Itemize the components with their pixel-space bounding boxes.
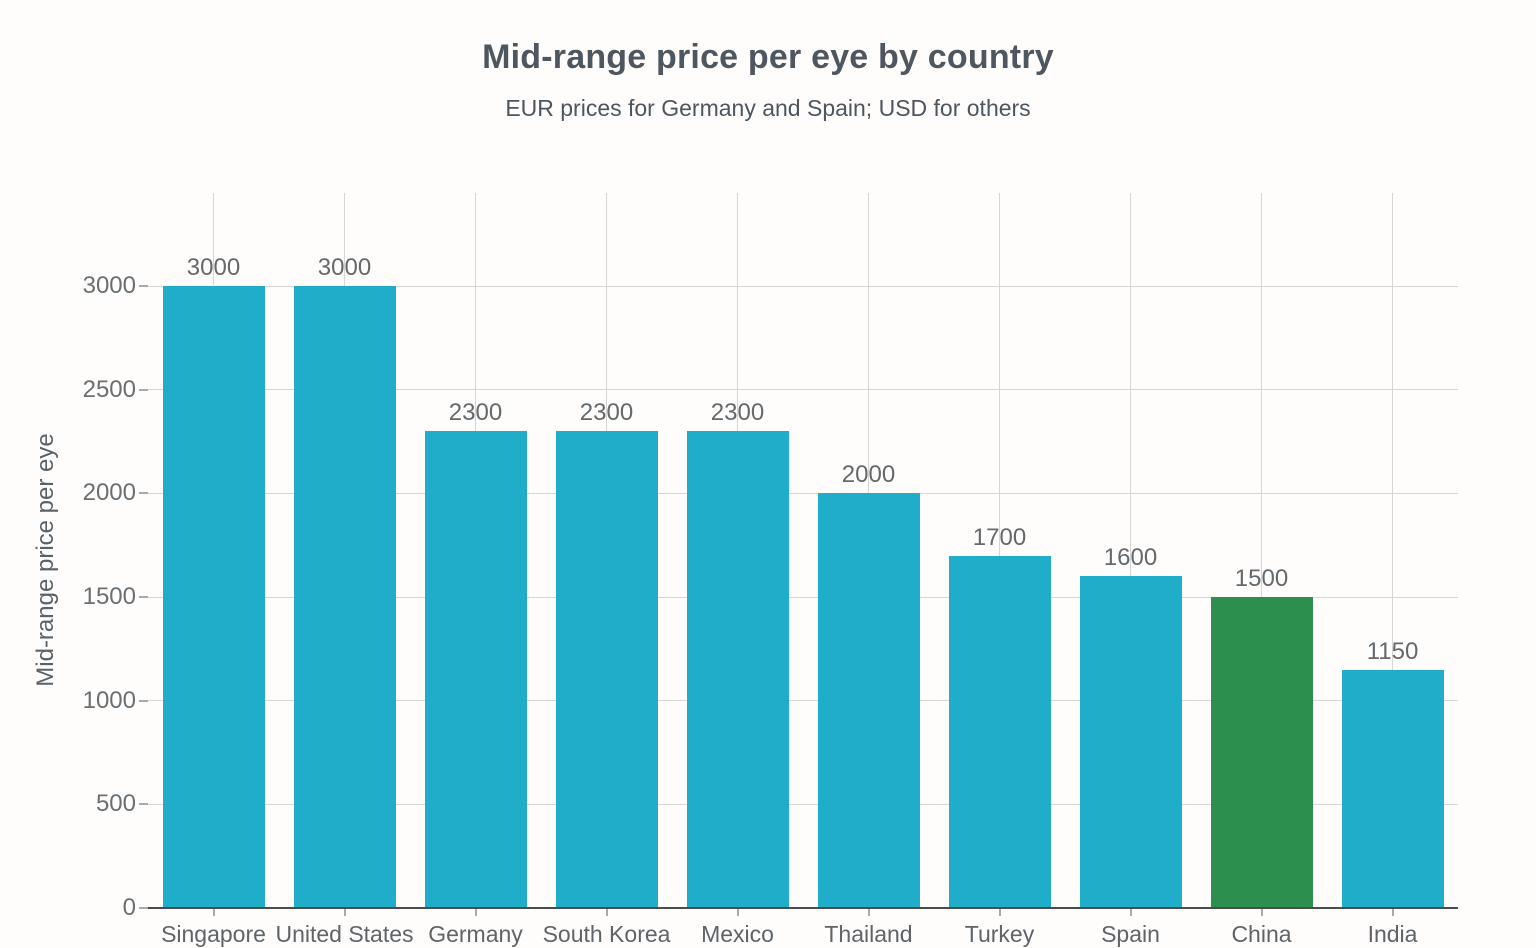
chart-subtitle: EUR prices for Germany and Spain; USD fo… bbox=[505, 95, 1031, 121]
horizontal-gridline bbox=[148, 596, 1458, 598]
x-axis-tick-label: China bbox=[1231, 921, 1292, 947]
x-axis-tick-label: Singapore bbox=[161, 921, 266, 947]
y-axis-tick-label: 2000 bbox=[82, 479, 136, 507]
y-axis-title: Mid-range price per eye bbox=[32, 433, 59, 687]
x-axis-tick-label: Thailand bbox=[824, 921, 913, 947]
vertical-gridline bbox=[1261, 193, 1262, 908]
x-axis-tick-mark bbox=[343, 908, 346, 916]
y-axis-tick-mark bbox=[139, 907, 148, 909]
bar-south-korea bbox=[555, 431, 658, 908]
bar-thailand bbox=[817, 493, 920, 908]
bar-spain bbox=[1079, 576, 1182, 908]
bar-germany bbox=[424, 431, 527, 908]
vertical-gridline bbox=[1130, 193, 1131, 908]
x-axis-tick-label: Mexico bbox=[701, 921, 774, 947]
vertical-gridline bbox=[1392, 193, 1393, 908]
x-axis-tick-label: Spain bbox=[1101, 921, 1160, 947]
bar-value-label: 1150 bbox=[1366, 637, 1419, 665]
y-axis-tick-label: 3000 bbox=[82, 272, 136, 299]
bar-value-label: 1600 bbox=[1103, 544, 1158, 572]
x-axis-tick-label: Germany bbox=[428, 921, 523, 947]
vertical-gridline bbox=[999, 193, 1000, 908]
y-axis-tick-mark bbox=[139, 699, 148, 702]
y-axis-tick-label: 1500 bbox=[82, 583, 136, 610]
x-axis-tick-mark bbox=[736, 908, 739, 916]
x-axis-tick-label: India bbox=[1367, 921, 1418, 947]
chart-title: Mid-range price per eye by country bbox=[482, 38, 1054, 76]
x-axis-tick-mark bbox=[998, 908, 1001, 916]
bar-india bbox=[1341, 669, 1444, 908]
bar-value-label: 3000 bbox=[186, 254, 241, 281]
bar-value-label: 1700 bbox=[972, 523, 1027, 551]
horizontal-gridline bbox=[148, 492, 1458, 494]
bar-singapore bbox=[162, 286, 265, 908]
y-axis-tick-mark bbox=[139, 596, 148, 598]
x-axis-tick-label: United States bbox=[275, 921, 414, 947]
x-axis-tick-label: South Korea bbox=[542, 921, 671, 947]
x-axis-tick-mark bbox=[212, 908, 215, 916]
y-axis-tick-label: 0 bbox=[122, 894, 136, 921]
y-axis-tick-mark bbox=[139, 388, 148, 391]
x-axis-line bbox=[148, 907, 1458, 909]
bar-value-label: 1500 bbox=[1234, 565, 1289, 592]
y-axis-tick-label: 500 bbox=[95, 790, 136, 818]
horizontal-gridline bbox=[148, 803, 1458, 805]
x-axis-tick-mark bbox=[605, 908, 608, 916]
x-axis-tick-mark bbox=[1129, 908, 1132, 916]
y-axis-tick-label: 2500 bbox=[82, 375, 136, 403]
x-axis-tick-label: Turkey bbox=[964, 921, 1035, 947]
horizontal-gridline bbox=[148, 700, 1458, 702]
y-axis-tick-mark bbox=[139, 492, 148, 495]
bar-value-label: 2300 bbox=[448, 399, 503, 427]
bar-united-states bbox=[293, 286, 396, 908]
bar-china bbox=[1210, 597, 1313, 908]
bar-value-label: 2000 bbox=[841, 461, 896, 489]
bar-value-label: 2300 bbox=[710, 399, 765, 427]
bar-turkey bbox=[948, 555, 1051, 908]
bar-value-label: 2300 bbox=[579, 399, 634, 427]
x-axis-tick-mark bbox=[474, 908, 477, 916]
bar-value-label: 3000 bbox=[317, 254, 372, 281]
y-axis-tick-mark bbox=[139, 803, 148, 806]
x-axis-tick-mark bbox=[867, 908, 870, 916]
horizontal-gridline bbox=[148, 389, 1458, 391]
horizontal-gridline bbox=[148, 285, 1458, 287]
x-axis-tick-mark bbox=[1260, 908, 1263, 916]
y-axis-tick-label: 1000 bbox=[82, 686, 136, 714]
y-axis-tick-mark bbox=[139, 285, 148, 287]
x-axis-tick-mark bbox=[1391, 908, 1394, 916]
bar-mexico bbox=[686, 431, 789, 908]
